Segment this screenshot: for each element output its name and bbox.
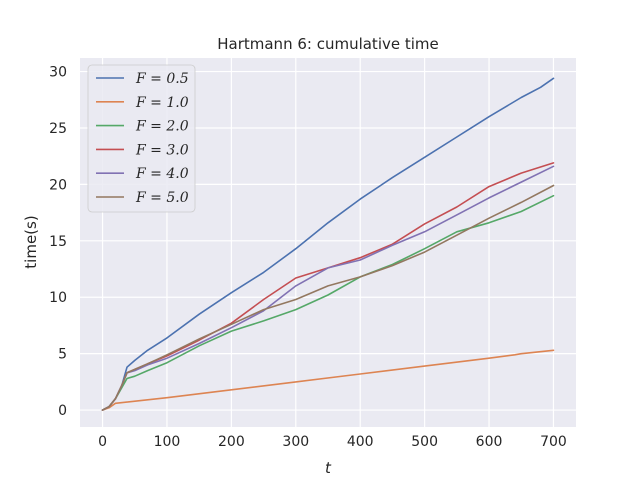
legend-label: F = 2.0 xyxy=(135,119,189,135)
y-tick-label: 0 xyxy=(58,403,67,419)
legend-label: F = 1.0 xyxy=(135,95,189,111)
y-tick-label: 5 xyxy=(58,347,67,363)
series-line-3 xyxy=(101,194,555,411)
tick-labels: 0 100 200 300 400 500 600 700 0 5 10 15 20 25 30 xyxy=(49,65,567,450)
series-lines xyxy=(101,77,555,411)
x-tick-label: 200 xyxy=(218,434,245,450)
series-line-6 xyxy=(101,184,555,411)
y-tick-label: 15 xyxy=(49,234,67,250)
y-tick-label: 30 xyxy=(49,65,67,81)
x-axis-title: t xyxy=(325,459,332,477)
y-tick-label: 20 xyxy=(49,177,67,193)
x-tick-label: 700 xyxy=(540,434,567,450)
legend: F = 0.5 F = 1.0 F = 2.0 F = 3.0 F = 4.0 F = 5… xyxy=(87,64,196,213)
x-tick-label: 600 xyxy=(476,434,503,450)
x-tick-label: 0 xyxy=(98,434,107,450)
legend-label: F = 3.0 xyxy=(135,142,189,158)
x-tick-label: 400 xyxy=(347,434,374,450)
x-tick-label: 300 xyxy=(282,434,309,450)
x-tick-label: 500 xyxy=(411,434,438,450)
chart-title: Hartmann 6: cumulative time xyxy=(217,35,439,53)
y-tick-label: 10 xyxy=(49,290,67,306)
series-line-2 xyxy=(101,349,555,411)
legend-label: F = 5.0 xyxy=(135,190,189,206)
y-tick-label: 25 xyxy=(49,121,67,137)
grid xyxy=(80,58,576,427)
y-axis-title: time(s) xyxy=(22,215,40,268)
legend-label: F = 0.5 xyxy=(135,71,189,87)
legend-label: F = 4.0 xyxy=(135,166,189,182)
x-tick-label: 100 xyxy=(154,434,181,450)
